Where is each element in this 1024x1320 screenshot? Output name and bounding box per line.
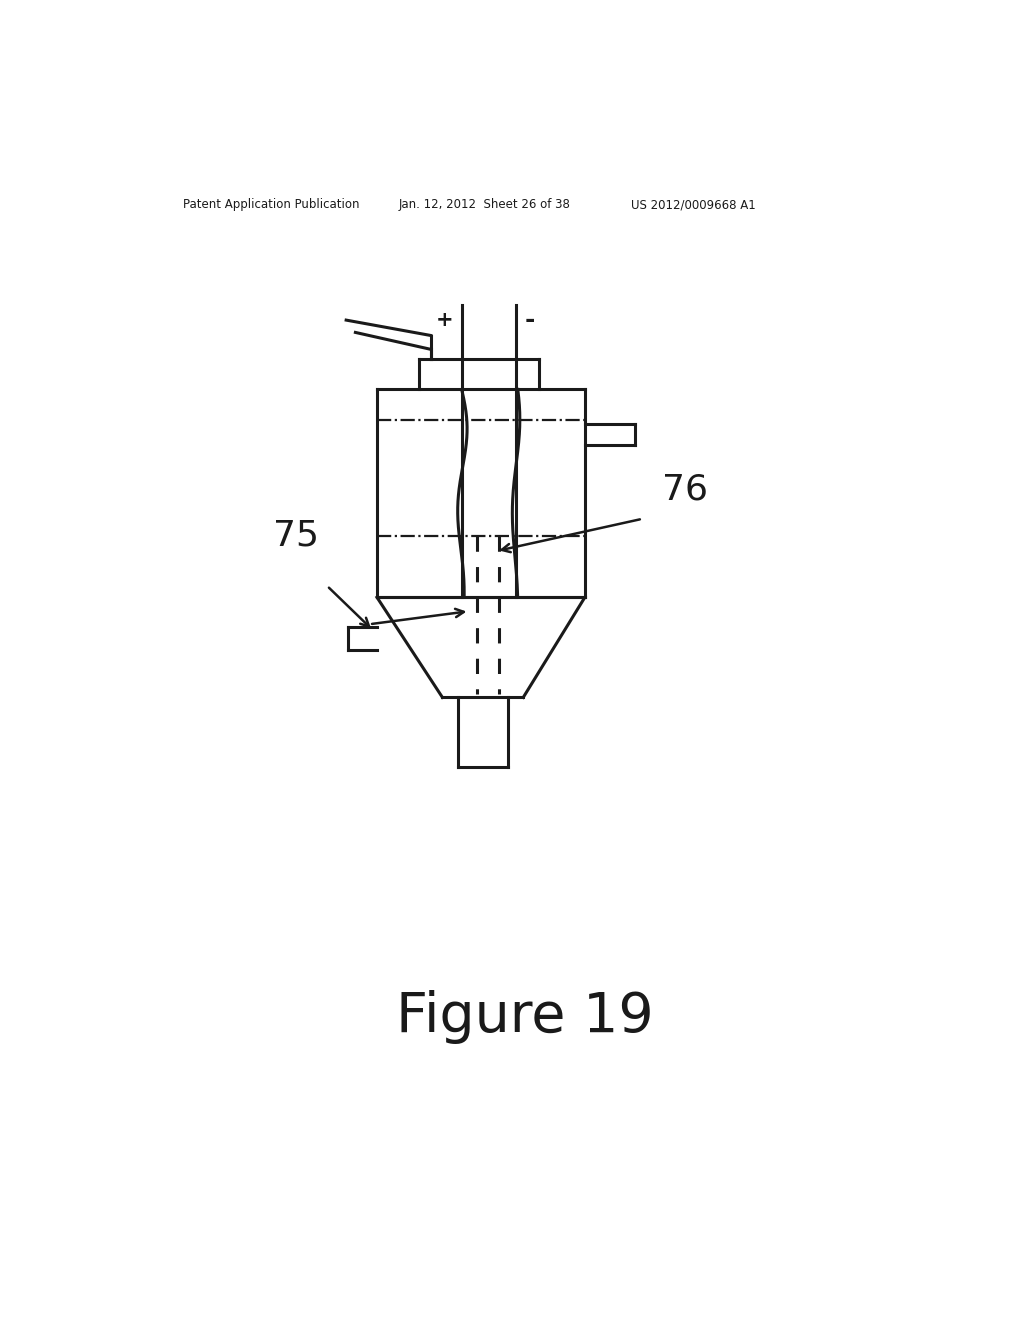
Text: Patent Application Publication: Patent Application Publication (183, 198, 359, 211)
Text: -: - (524, 308, 535, 333)
Text: +: + (436, 310, 454, 330)
Text: 76: 76 (662, 473, 708, 507)
Text: Jan. 12, 2012  Sheet 26 of 38: Jan. 12, 2012 Sheet 26 of 38 (398, 198, 570, 211)
Text: Figure 19: Figure 19 (396, 990, 653, 1044)
Text: US 2012/0009668 A1: US 2012/0009668 A1 (631, 198, 756, 211)
Text: 75: 75 (273, 519, 319, 553)
